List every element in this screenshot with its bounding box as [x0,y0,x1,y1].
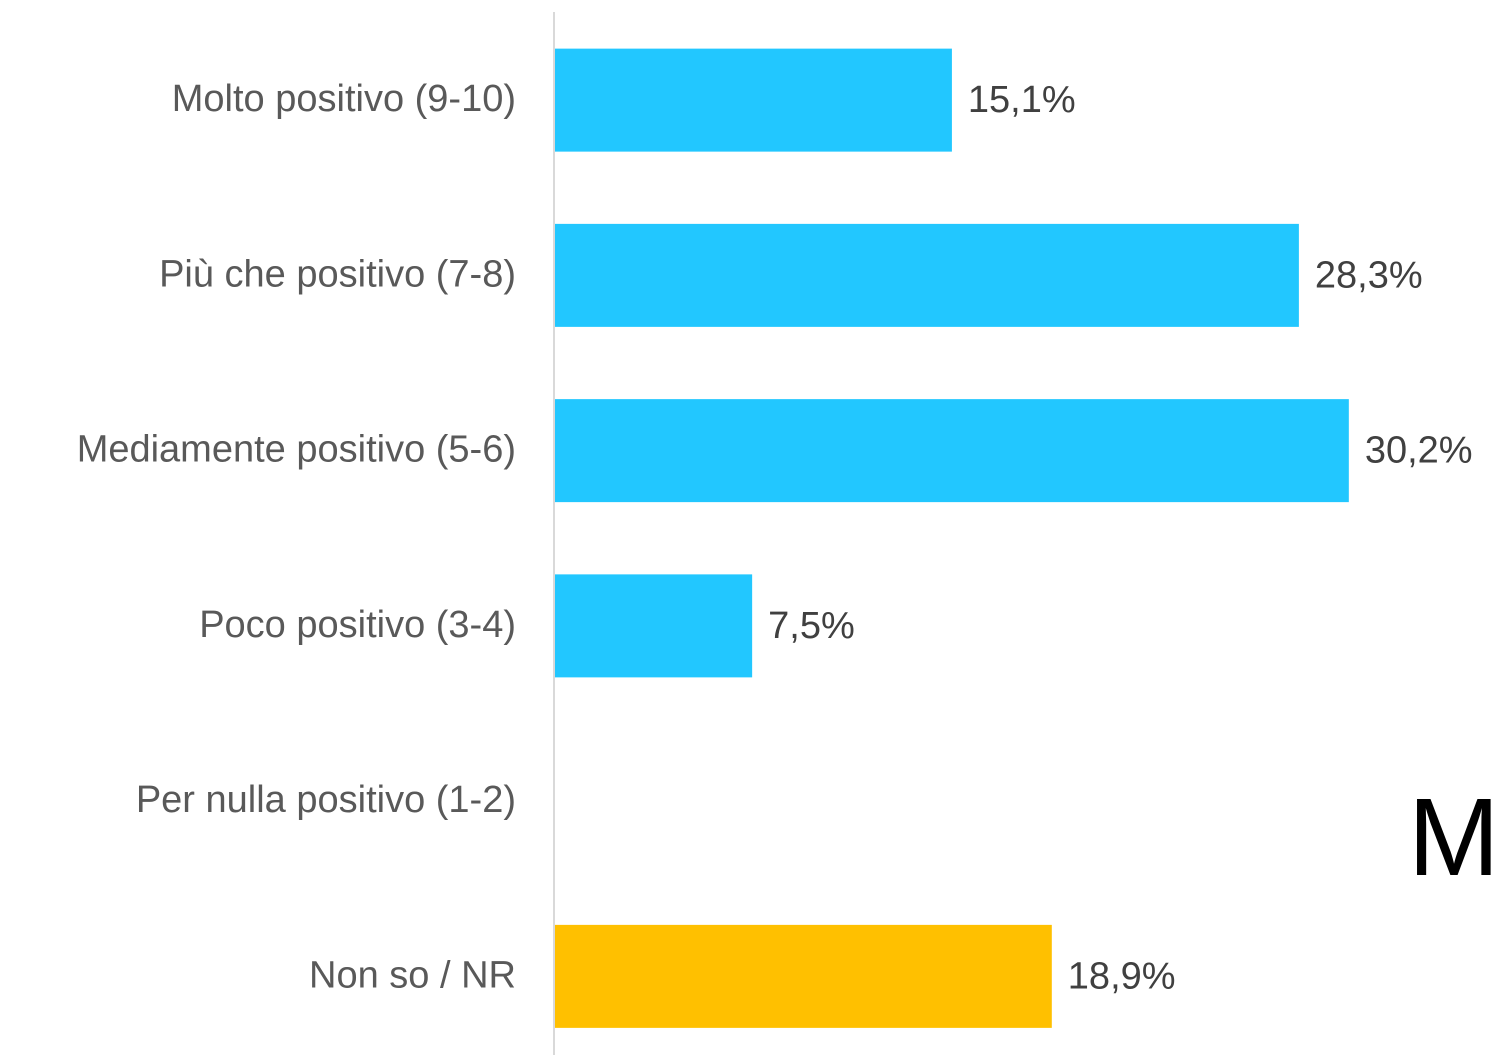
value-label: 18,9% [1068,955,1176,997]
value-label: 15,1% [968,79,1076,121]
bar [555,924,1052,1028]
category-label: Non so / NR [309,954,516,996]
category-label: Più che positivo (7-8) [159,253,516,295]
value-label: 30,2% [1365,430,1473,472]
bar [555,48,952,152]
category-label: Per nulla positivo (1-2) [136,779,516,821]
annotation: M [1408,776,1492,899]
value-label: 7,5% [768,605,855,647]
bar [555,574,753,678]
category-label: Poco positivo (3-4) [199,604,516,646]
bar [555,223,1299,327]
category-label: Mediamente positivo (5-6) [77,429,516,471]
value-label: 28,3% [1315,254,1423,296]
category-label: Molto positivo (9-10) [172,78,516,120]
bar [555,399,1349,503]
